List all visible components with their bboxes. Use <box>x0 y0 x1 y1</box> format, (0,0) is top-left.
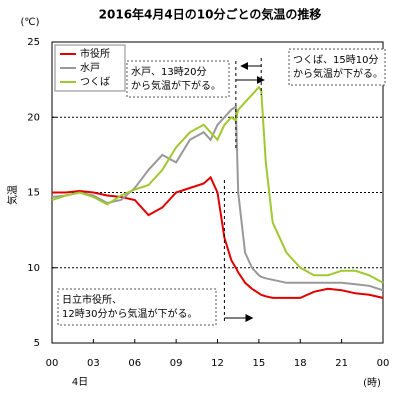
annotation-text: 水戸、13時20分 <box>131 66 206 78</box>
y-tick-label: 5 <box>34 338 40 349</box>
y-tick-label: 20 <box>27 112 40 123</box>
y-tick-label: 10 <box>27 263 40 274</box>
annotation-box <box>126 60 230 98</box>
x-tick-label: 15 <box>253 358 266 369</box>
x-tick-label: 00 <box>377 358 390 369</box>
annotation-text: から気温が下がる。 <box>131 79 221 92</box>
legend-label: 水戸 <box>80 62 100 74</box>
y-label: 気温 <box>6 185 19 205</box>
x-unit: (時) <box>363 377 381 389</box>
x-tick-label: 06 <box>128 358 141 369</box>
x-tick-label: 21 <box>335 358 348 369</box>
annotation-text: 12時30分から気温が下がる。 <box>62 307 197 320</box>
series-line <box>52 175 384 299</box>
x-sublabel: 4日 <box>72 377 88 388</box>
x-tick-label: 09 <box>170 358 183 369</box>
x-tick-label: 12 <box>211 358 224 369</box>
annotation-text: 日立市役所、 <box>62 293 122 306</box>
series-line <box>51 104 384 292</box>
legend-label: 市役所 <box>80 47 110 60</box>
annotation-text: から気温が下がる。 <box>293 67 383 80</box>
series-line <box>51 85 384 284</box>
x-tick-label: 03 <box>87 358 100 369</box>
annotation-box <box>57 288 217 326</box>
y-unit: (℃) <box>20 17 39 28</box>
legend-label: つくば <box>80 76 110 88</box>
y-tick-label: 25 <box>27 37 40 48</box>
y-tick-label: 15 <box>27 188 40 199</box>
annotation-text: つくば、15時10分 <box>293 54 378 66</box>
x-tick-label: 18 <box>294 358 307 369</box>
annotation-box <box>288 48 386 86</box>
chart-title: 2016年4月4日の10分ごとの気温の推移 <box>99 7 322 22</box>
x-tick-label: 00 <box>46 358 59 369</box>
